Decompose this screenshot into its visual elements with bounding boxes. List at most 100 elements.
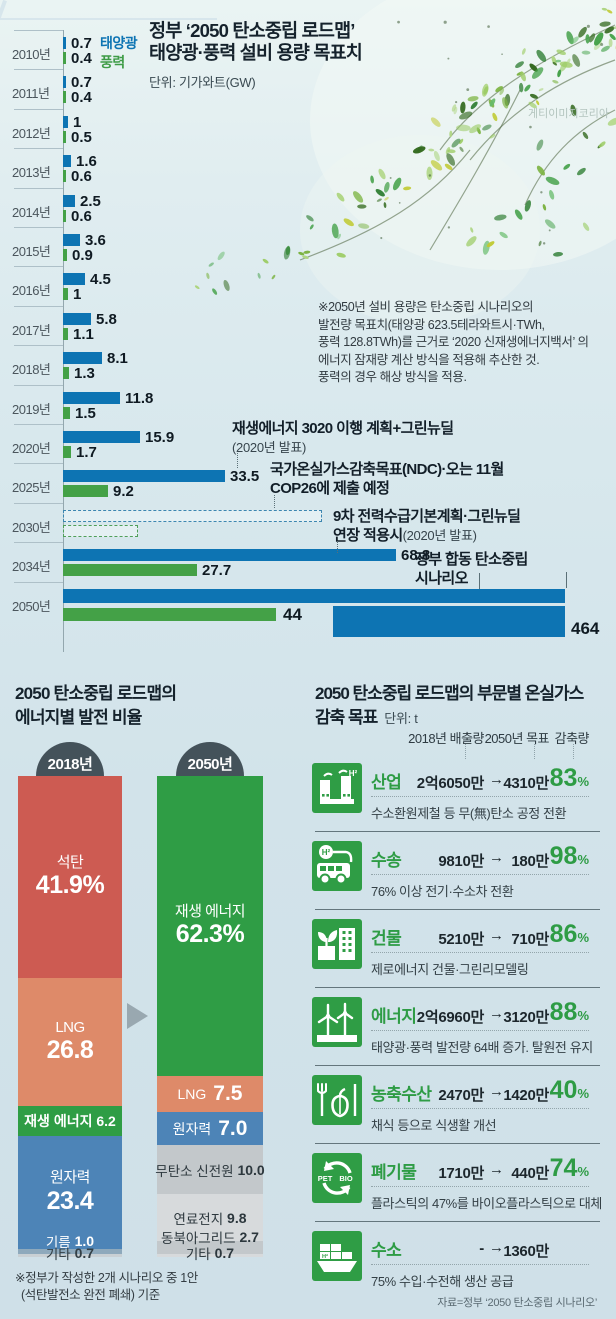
mix-segment-2018 <box>18 1136 122 1249</box>
mix-footnote-line-1: ※정부가 작성한 2개 시나리오 중 1안 <box>15 1271 198 1285</box>
percent-number: 88 <box>549 998 578 1026</box>
year-label: 2010년 <box>12 47 51 62</box>
axis-tick <box>14 582 63 583</box>
segment-name: 재생 에너지 <box>174 902 246 920</box>
annotation-pointer-line <box>237 453 238 468</box>
solar-value-label: 8.1 <box>107 350 128 367</box>
segment-name: 원자력 <box>50 1169 90 1187</box>
row-separator <box>315 909 600 910</box>
solar-value-label: 0.7 <box>71 35 92 52</box>
value-2050: 440만 <box>511 1165 549 1182</box>
row-dotted-line <box>371 1030 589 1031</box>
transition-arrow-icon <box>127 1003 148 1029</box>
row-separator <box>315 1143 600 1144</box>
axis-tick <box>14 463 63 464</box>
mix-segment-2050 <box>157 1254 263 1257</box>
segment-value: 0.7 <box>70 1245 95 1261</box>
segment-name: LNG <box>177 1086 207 1102</box>
value-2050: 1420만 <box>503 1087 549 1104</box>
wind-value-label: 1 <box>73 286 82 303</box>
year-label: 2011년 <box>12 86 50 101</box>
annotation-pointer-line <box>274 495 275 508</box>
segment-label: 석탄 41.9% <box>18 776 122 978</box>
mix-chart-title: 2050 탄소중립 로드맵의 에너지별 발전 비율 <box>15 682 177 730</box>
wind-value-label: 1.3 <box>74 365 95 382</box>
mix-segment-2018 <box>18 1249 122 1254</box>
title-line-1: 정부 ‘2050 탄소중립 로드맵’ <box>149 20 355 41</box>
reduction-percent: 88% <box>550 998 589 1027</box>
solar-value-label: 2.5 <box>80 193 101 210</box>
wind-bar <box>63 367 69 379</box>
mix-segment-2050 <box>157 1145 263 1194</box>
segment-name: 무탄소 신전원 <box>155 1163 234 1179</box>
wind-value-label: 1.1 <box>73 326 94 343</box>
axis-tick <box>14 503 63 504</box>
percent-number: 74 <box>549 1154 578 1182</box>
mix-segment-2050 <box>157 1112 263 1145</box>
wind-bar <box>63 249 67 261</box>
year-label: 2025년 <box>12 480 51 495</box>
header-tick <box>465 744 466 759</box>
percent-number: 83 <box>549 764 578 792</box>
solar-bar <box>63 116 68 128</box>
sector-title-line-2: 감축 목표 단위: t <box>315 706 583 731</box>
year-label: 2017년 <box>12 323 51 338</box>
row-separator <box>315 831 600 832</box>
segment-name: 기타 <box>185 1247 211 1262</box>
solar-value-label: 5.8 <box>96 311 117 328</box>
percent-sign: % <box>577 1008 589 1023</box>
solar-value-label: 68.8 <box>401 547 431 564</box>
value-2050: 180만 <box>511 853 549 870</box>
annotation-line2: 시나리오 <box>415 570 468 587</box>
segment-value: 10.0 <box>233 1161 265 1178</box>
solar-bar <box>63 155 71 167</box>
wind-value-label: 0.6 <box>71 168 92 185</box>
row-separator <box>315 1065 600 1066</box>
year-label: 2050년 <box>12 599 51 614</box>
arrow-icon: → <box>489 1239 504 1256</box>
value-2050: 4310만 <box>503 775 549 792</box>
percent-number: 40 <box>549 1076 578 1104</box>
sector-name: 수송 <box>371 851 402 870</box>
solar-bar <box>63 273 85 285</box>
segment-name: 동북아그리드 <box>161 1231 236 1246</box>
value-2018: - <box>479 1240 484 1257</box>
year-label: 2018년 <box>12 362 51 377</box>
svg-text:H²: H² <box>322 1253 328 1260</box>
annotation-sub: (2020년 발표) <box>232 440 307 455</box>
row-dotted-line <box>371 952 589 953</box>
wind-value-label: 44 <box>283 605 302 624</box>
wind-value-label: 0.4 <box>71 89 92 106</box>
title-line-2: 태양광·풍력 설비 용량 목표치 <box>149 42 363 63</box>
wind-value-label: 0.5 <box>71 129 92 146</box>
sector-note: 76% 이상 전기·수소차 전환 <box>371 884 514 899</box>
segment-value: 7.0 <box>218 1116 248 1140</box>
wind-value-label: 0.6 <box>71 208 92 225</box>
segment-value: 62.3% <box>175 920 245 949</box>
wind-value-label: 0.9 <box>72 247 93 264</box>
mix-title-line-2: 에너지별 발전 비율 <box>15 708 142 727</box>
sector-note: 채식 등으로 식생활 개선 <box>371 1118 497 1133</box>
segment-value: 7.5 <box>213 1082 243 1105</box>
percent-number: 98 <box>549 842 578 870</box>
wind-bar-dotted <box>63 525 138 537</box>
segment-name: LNG <box>55 1018 85 1036</box>
header-tick <box>573 744 574 759</box>
segment-value: 0.7 <box>210 1245 235 1261</box>
value-2018: 5210만 <box>438 931 484 948</box>
wind-turbine-icon <box>312 997 362 1047</box>
sector-note: 수소환원제철 등 무(無)탄소 공정 전환 <box>371 806 567 821</box>
axis-tick <box>14 148 63 149</box>
annotation-bold: 국가온실가스감축목표(NDC)·오는 11월 <box>270 461 504 478</box>
solar-bar <box>63 76 66 88</box>
year-label: 2015년 <box>12 244 51 259</box>
arrow-icon: → <box>489 927 504 944</box>
value-2050: 710만 <box>511 931 549 948</box>
ship-icon: H² <box>312 1231 362 1281</box>
solar-bar <box>63 234 80 246</box>
segment-value: 1.0 <box>70 1233 95 1249</box>
segment-name: 기름 <box>45 1235 71 1250</box>
top-chart-footnote: ※2050년 설비 용량은 탄소중립 시나리오의 발전량 목표치(태양광 623.… <box>318 299 589 387</box>
legend-wind: 풍력 <box>100 54 125 70</box>
